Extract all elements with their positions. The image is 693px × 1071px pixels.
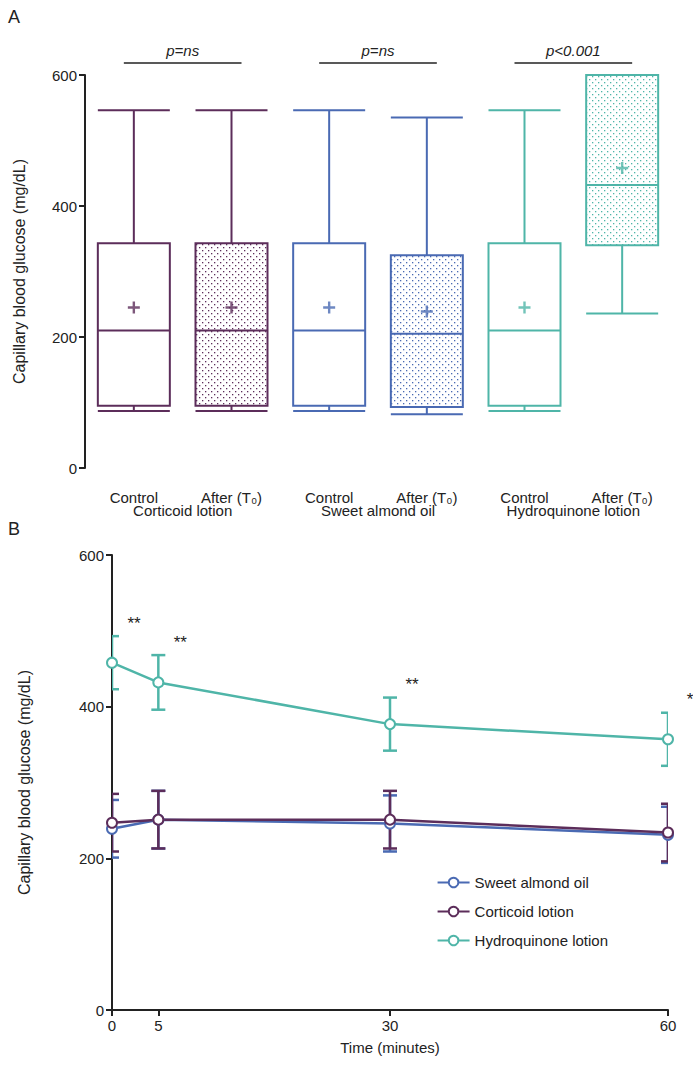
svg-text:30: 30 xyxy=(382,1017,399,1034)
svg-text:p<0.001: p<0.001 xyxy=(545,42,601,59)
svg-text:A: A xyxy=(8,7,20,27)
svg-text:Corticoid lotion: Corticoid lotion xyxy=(475,903,574,920)
svg-text:B: B xyxy=(8,519,20,539)
svg-text:*: * xyxy=(687,690,693,709)
svg-text:After (T₀): After (T₀) xyxy=(592,489,653,506)
svg-text:600: 600 xyxy=(52,67,77,84)
svg-text:400: 400 xyxy=(52,198,77,215)
svg-text:p=ns: p=ns xyxy=(165,42,199,59)
svg-text:5: 5 xyxy=(154,1017,162,1034)
svg-text:200: 200 xyxy=(52,329,77,346)
svg-text:After (T₀): After (T₀) xyxy=(396,489,457,506)
svg-text:60: 60 xyxy=(660,1017,677,1034)
svg-text:**: ** xyxy=(174,633,188,652)
svg-text:Control: Control xyxy=(305,489,353,506)
svg-text:Hydroquinone lotion: Hydroquinone lotion xyxy=(506,502,641,519)
svg-text:Sweet almond oil: Sweet almond oil xyxy=(475,874,589,891)
svg-text:**: ** xyxy=(127,614,141,633)
svg-text:400: 400 xyxy=(79,698,104,715)
svg-text:Capillary blood glucose (mg/dL: Capillary blood glucose (mg/dL) xyxy=(16,670,33,895)
svg-text:Capillary blood glucose (mg/dL: Capillary blood glucose (mg/dL) xyxy=(11,159,28,384)
svg-text:After (T₀): After (T₀) xyxy=(201,489,262,506)
svg-text:Control: Control xyxy=(500,489,548,506)
svg-text:Control: Control xyxy=(110,489,158,506)
svg-text:Sweet almond oil: Sweet almond oil xyxy=(320,502,436,519)
svg-text:200: 200 xyxy=(79,850,104,867)
svg-text:600: 600 xyxy=(79,547,104,564)
svg-text:p=ns: p=ns xyxy=(361,42,395,59)
svg-text:**: ** xyxy=(405,675,419,694)
svg-text:0: 0 xyxy=(96,1002,104,1019)
svg-text:Corticoid lotion: Corticoid lotion xyxy=(133,502,233,519)
svg-text:Time (minutes): Time (minutes) xyxy=(340,1039,439,1056)
svg-text:Hydroquinone lotion: Hydroquinone lotion xyxy=(475,932,608,949)
svg-text:0: 0 xyxy=(69,460,77,477)
svg-text:0: 0 xyxy=(108,1017,116,1034)
